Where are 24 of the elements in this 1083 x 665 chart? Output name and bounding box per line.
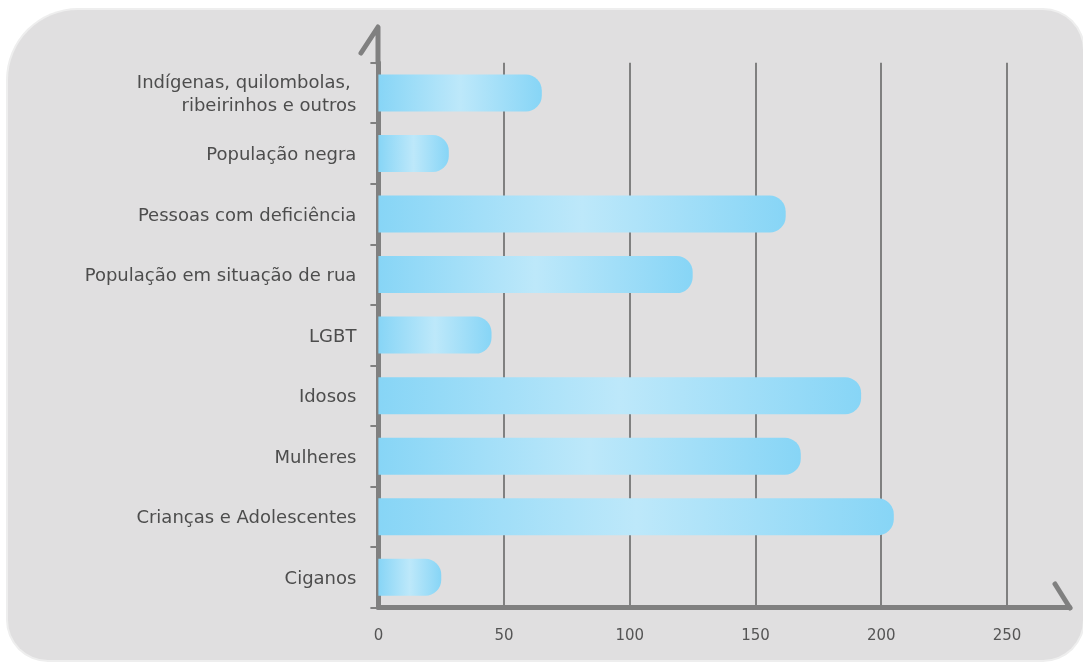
y-tick-label: Pessoas com deficiência [137, 203, 357, 225]
bar [378, 437, 801, 475]
bar [378, 74, 542, 112]
y-tick-label: População negra [206, 143, 357, 164]
y-tick-label: Indígenas, quilombolas, ribeirinhos e outros [136, 70, 357, 115]
y-tick-label: Crianças e Adolescentes [136, 506, 357, 528]
bar [378, 316, 492, 354]
bar [378, 135, 449, 172]
bar [378, 195, 786, 233]
x-tick-label: 150 [741, 626, 770, 644]
x-tick-label: 250 [992, 626, 1022, 644]
bar [378, 256, 693, 294]
y-tick-label: População em situação de rua [84, 264, 357, 286]
x-tick-label: 50 [494, 626, 514, 644]
bar [378, 558, 442, 596]
y-tick-label: Mulheres [274, 445, 357, 467]
bar [378, 498, 894, 536]
y-tick-label: LGBT [309, 324, 358, 346]
x-tick-label: 100 [615, 626, 645, 644]
x-tick-label: 0 [373, 626, 384, 644]
y-tick-label: Idosos [298, 385, 357, 407]
y-tick-label: Ciganos [284, 566, 357, 588]
x-tick-label: 200 [866, 626, 896, 644]
bar [378, 377, 862, 415]
